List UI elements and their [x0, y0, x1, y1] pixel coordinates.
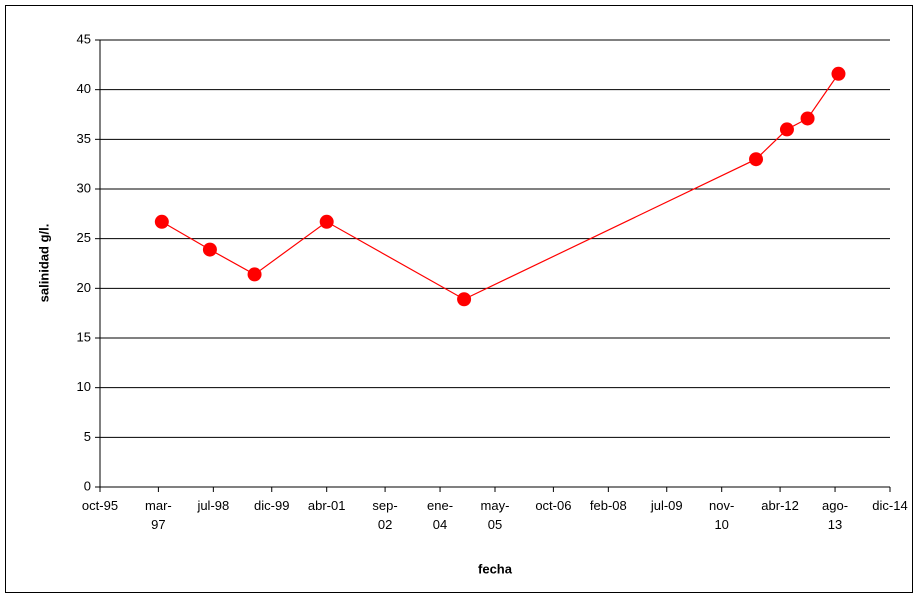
data-point — [749, 152, 764, 167]
y-axis-title: salinidad g/l. — [36, 224, 51, 303]
data-point — [154, 214, 169, 229]
y-tick-label: 35 — [77, 131, 91, 146]
x-tick-label: feb-08 — [589, 498, 627, 513]
y-tick-label: 20 — [77, 280, 91, 295]
x-tick-label: jul-98 — [197, 498, 230, 513]
y-tick-label: 25 — [77, 230, 91, 245]
data-point — [779, 122, 794, 137]
x-tick-label: abr-12 — [761, 498, 799, 513]
x-tick-label: jul-09 — [650, 498, 683, 513]
y-tick-label: 15 — [77, 329, 91, 344]
x-tick-label: dic-99 — [254, 498, 290, 513]
data-point — [247, 267, 262, 282]
x-tick-label: ago-13 — [822, 498, 849, 532]
data-point — [319, 214, 334, 229]
y-tick-label: 30 — [77, 180, 91, 195]
x-tick-label: abr-01 — [307, 498, 346, 513]
x-tick-label: sep-02 — [372, 498, 398, 532]
y-tick-label: 10 — [77, 379, 91, 394]
data-point — [831, 66, 846, 81]
x-tick-label: oct-95 — [81, 498, 119, 513]
y-tick-label: 40 — [77, 81, 91, 96]
x-tick-label: oct-06 — [535, 498, 572, 513]
data-point — [457, 292, 472, 307]
x-tick-label: mar-97 — [145, 498, 172, 532]
y-tick-label: 45 — [77, 31, 91, 46]
x-axis-title: fecha — [478, 561, 513, 576]
y-tick-label: 5 — [84, 429, 91, 444]
y-tick-label: 0 — [84, 478, 91, 493]
x-tick-label: dic-14 — [872, 498, 908, 513]
x-tick-label: may-05 — [480, 498, 510, 532]
data-point — [800, 111, 815, 126]
x-tick-label: nov-10 — [709, 498, 735, 532]
x-tick-label: ene-04 — [427, 498, 454, 532]
data-point — [202, 242, 217, 257]
